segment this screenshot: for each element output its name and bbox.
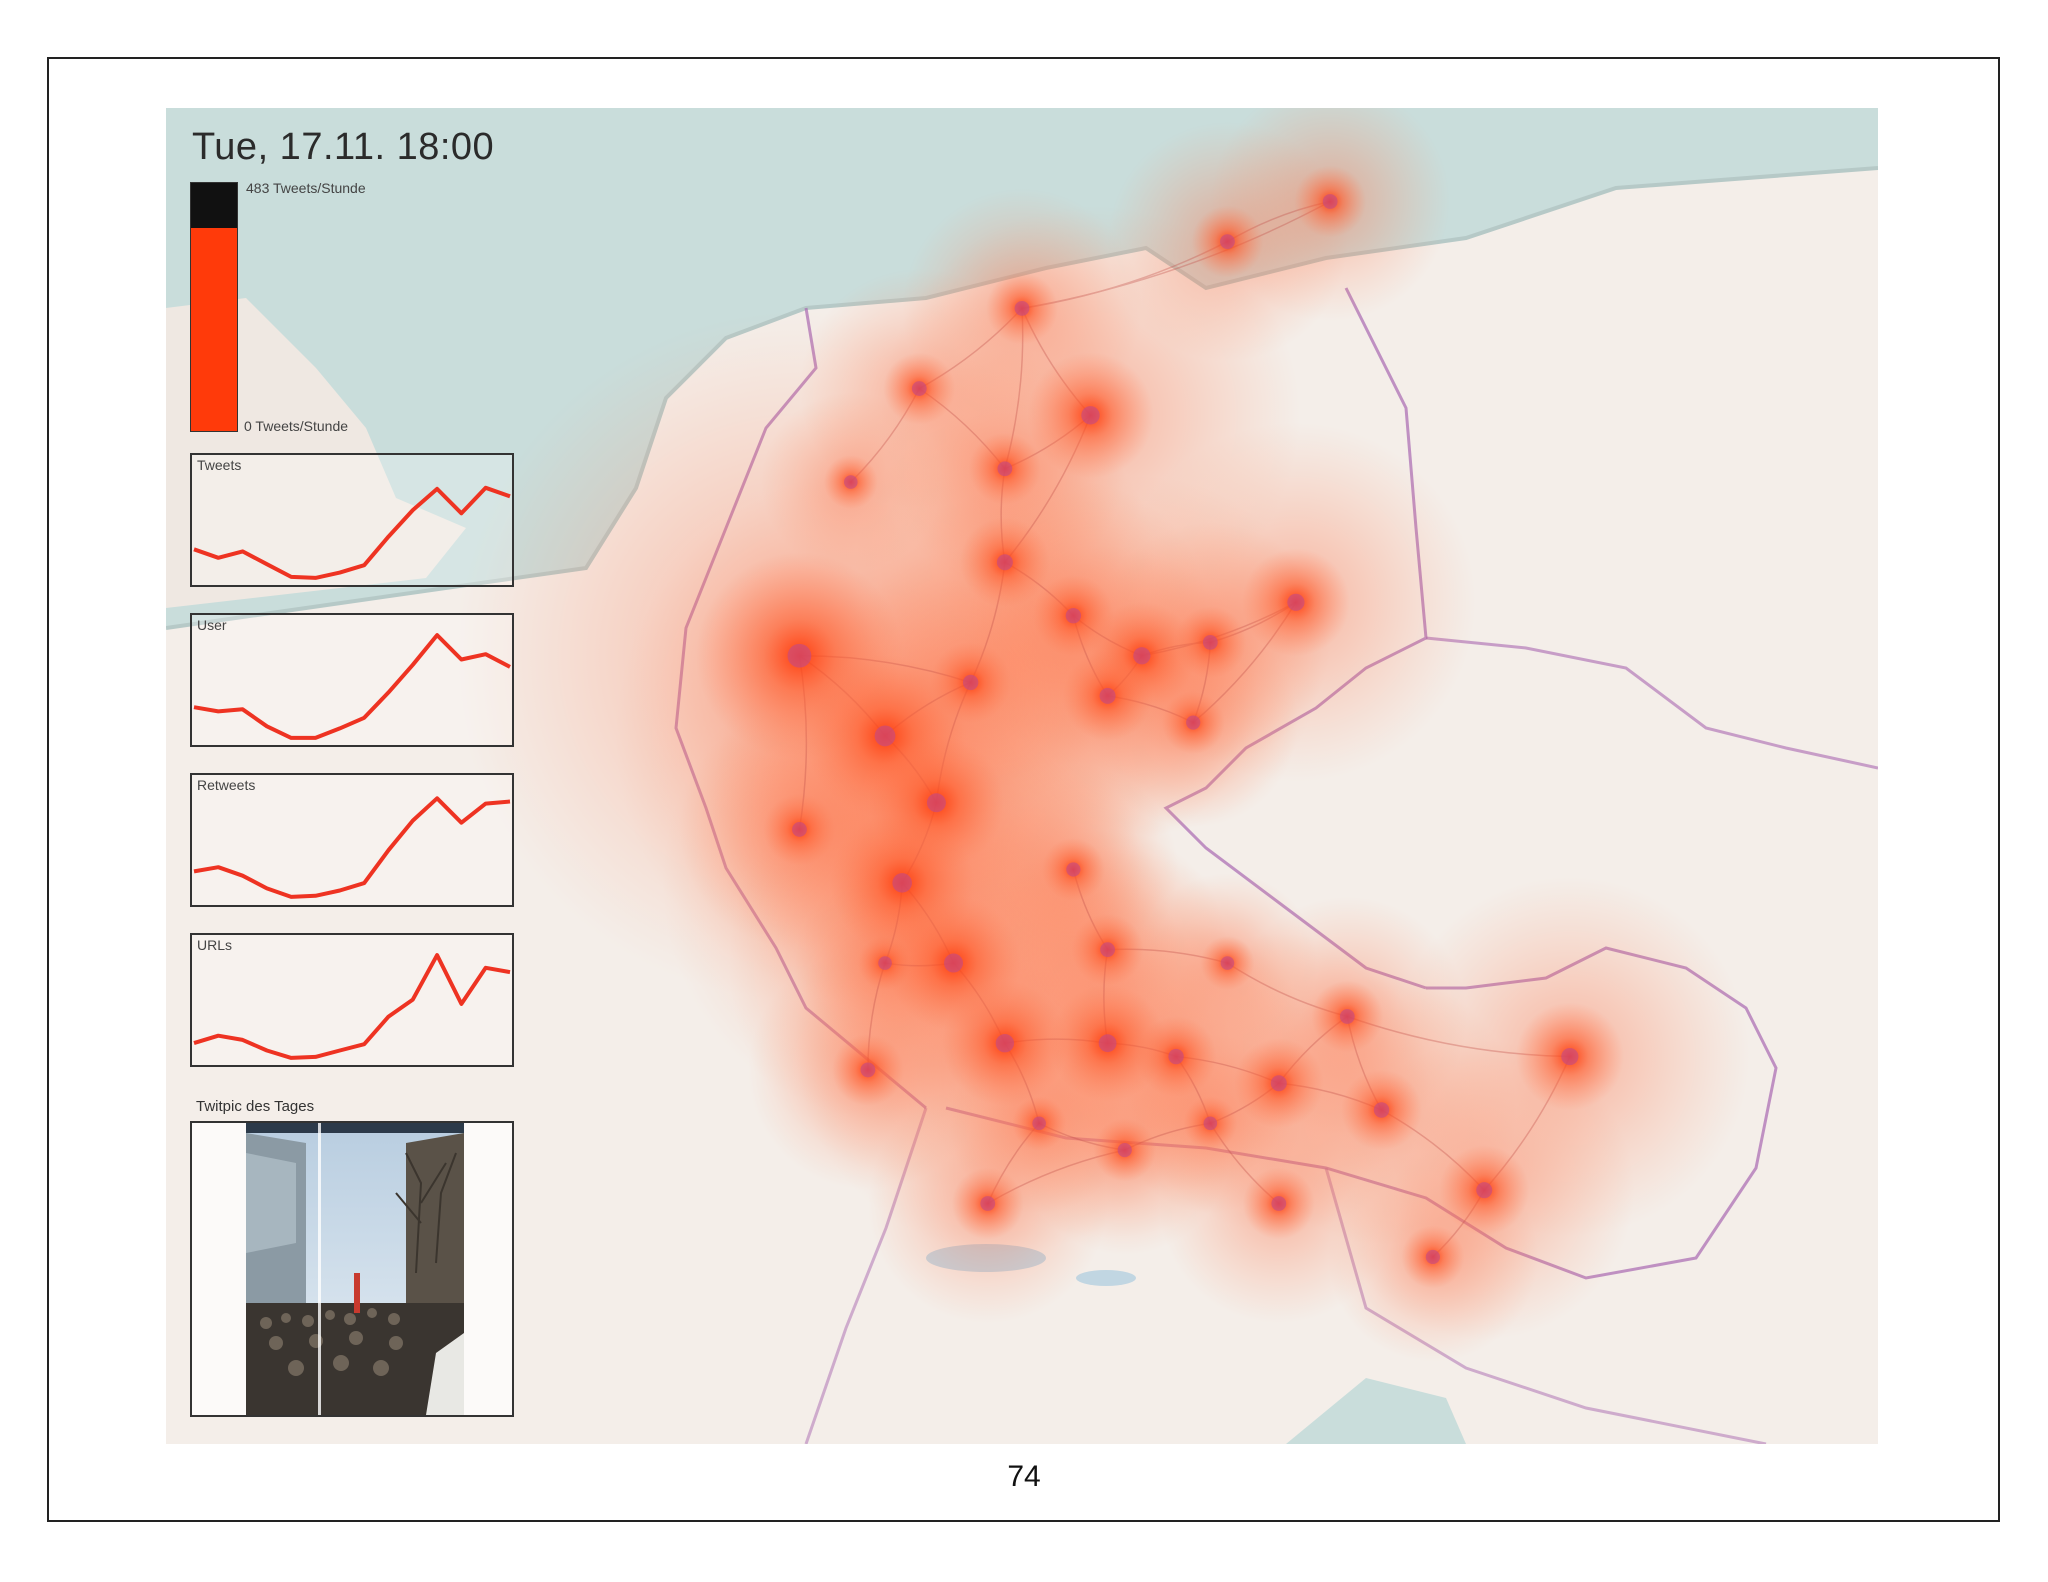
hotspot-core-13: [1220, 234, 1235, 249]
hotspot-core-26: [1100, 942, 1115, 958]
hotspot-core-12: [1202, 635, 1218, 650]
hotspot-core-23: [1373, 1102, 1390, 1118]
user-chart-svg: [193, 633, 511, 740]
legend-min-label: 0 Tweets/Stunde: [244, 418, 349, 434]
user-chart: User: [190, 613, 514, 747]
urls-chart-svg: [193, 953, 511, 1060]
hotspot-core-4: [874, 725, 896, 747]
hotspot-core-14: [1322, 194, 1338, 209]
hotspot-core-7: [944, 953, 964, 973]
hotspot-core-28: [1339, 1009, 1355, 1024]
retweets-chart-svg: [193, 796, 511, 899]
hotspot-core-33: [962, 674, 979, 691]
hotspot-core-39: [1425, 1249, 1440, 1265]
hotspot-core-19: [860, 1062, 876, 1078]
legend-max-label: 483 Tweets/Stunde: [246, 180, 366, 196]
user-chart-line: [193, 633, 511, 740]
hotspot-core-22: [1270, 1075, 1287, 1092]
hotspot-core-2: [996, 554, 1013, 571]
retweets-chart-title: Retweets: [197, 777, 256, 793]
hotspot-core-0: [1081, 406, 1100, 425]
hotspot-core-37: [1032, 1116, 1046, 1131]
hotspot-core-17: [997, 461, 1013, 477]
hotspot-core-32: [1065, 607, 1082, 624]
hotspot-core-34: [1186, 715, 1201, 730]
hotspot-layer: [695, 165, 1624, 1289]
hotspot-core-27: [1066, 862, 1081, 877]
hotspot-core-11: [1099, 687, 1116, 704]
hotspot-core-25: [1476, 1182, 1493, 1199]
map-panel[interactable]: Tue, 17.11. 18:00 483 Tweets/Stunde 0 Tw…: [166, 108, 1878, 1444]
heatmap-svg: [166, 108, 1878, 1444]
twitpic-photo[interactable]: [246, 1123, 464, 1415]
hotspot-core-24: [1561, 1047, 1579, 1066]
hotspot-core-3: [787, 643, 812, 668]
urls-chart-title: URLs: [197, 937, 233, 953]
hotspot-core-38: [1220, 956, 1235, 970]
hotspot-core-16: [911, 381, 927, 396]
hotspot-core-18: [792, 822, 807, 837]
hotspot-core-30: [1117, 1142, 1132, 1158]
twitpic-title: Twitpic des Tages: [196, 1098, 315, 1115]
tweet-rate-legend-fill: [191, 227, 237, 431]
hotspot-core-15: [1014, 301, 1030, 316]
road: [1021, 200, 1331, 310]
hotspot-core-10: [1133, 647, 1151, 665]
hotspot-core-6: [892, 873, 912, 893]
tweets-chart-line: [193, 485, 511, 580]
lake: [1076, 1270, 1136, 1286]
hotspot-core-20: [980, 1196, 996, 1211]
hotspot-core-5: [926, 793, 946, 813]
hotspot-core-1: [1287, 593, 1305, 611]
retweets-chart: Retweets: [190, 773, 514, 907]
hotspot-core-29: [1271, 1196, 1287, 1211]
tweets-chart: Tweets: [190, 453, 514, 587]
page-number: 74: [1007, 1460, 1041, 1493]
hotspot-core-8: [995, 1034, 1015, 1053]
hotspot-core-35: [844, 475, 858, 489]
tweet-rate-legend-bar: [190, 182, 238, 432]
tweets-chart-svg: [193, 485, 511, 580]
hotspot-core-21: [1168, 1048, 1184, 1065]
hotspot-core-9: [1098, 1034, 1117, 1053]
twitpic-frame[interactable]: [190, 1121, 514, 1417]
tweets-chart-title: Tweets: [197, 457, 242, 473]
hotspot-core-36: [878, 956, 892, 970]
urls-chart: URLs: [190, 933, 514, 1067]
urls-chart-line: [193, 953, 511, 1060]
map-date-title: Tue, 17.11. 18:00: [192, 126, 495, 168]
hotspot-core-31: [1203, 1116, 1218, 1131]
retweets-chart-line: [193, 796, 511, 899]
adriatic: [1286, 1378, 1466, 1444]
country-border: [1425, 636, 1878, 770]
user-chart-title: User: [197, 617, 227, 633]
